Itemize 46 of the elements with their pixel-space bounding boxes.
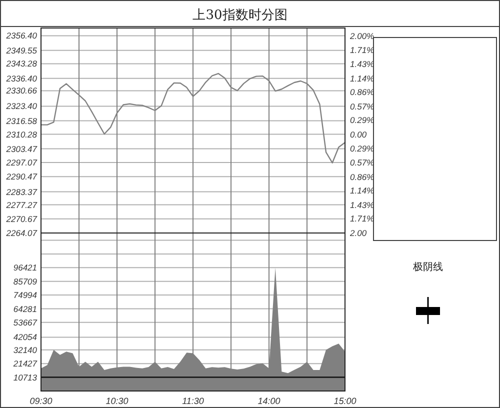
y-tick-label: 2270.67 [5, 214, 38, 224]
y-tick-label: 2303.47 [5, 144, 38, 154]
x-tick-label: 14:00 [258, 396, 280, 406]
y-tick-label: 2264.07 [5, 228, 38, 238]
y-tick-label: 21427 [12, 358, 38, 369]
y-tick-label: 2283.37 [5, 186, 38, 197]
y2-tick-label: 0.86% [350, 172, 375, 182]
y-tick-label: 2349.55 [5, 45, 38, 56]
text: 极阴线 [412, 261, 443, 273]
y-tick-label: 2277.27 [5, 200, 38, 210]
y-tick-label: 74994 [13, 290, 38, 300]
y2-tick-label: 0.86% [350, 87, 375, 98]
y-tick-label: 64281 [13, 304, 38, 314]
y-tick-label: 2316.58 [5, 116, 38, 126]
y-tick-label: 32140 [13, 344, 38, 355]
y-tick-label: 96421 [13, 262, 38, 273]
y2-tick-label: 0.29% [350, 144, 375, 154]
x-tick-label: 10:30 [106, 396, 128, 406]
y-tick-label: 2290.47 [5, 172, 38, 182]
x-tick-label: 09:30 [30, 396, 52, 406]
y2-tick-label: 0.57% [350, 101, 375, 112]
y-tick-label: 53667 [13, 317, 38, 328]
y2-tick-label: 2.00% [349, 30, 375, 41]
y-tick-label: 2356.40 [5, 30, 38, 41]
y-tick-label: 85709 [13, 276, 38, 286]
y2-tick-label: 1.71% [350, 214, 375, 224]
x-tick-label: 11:30 [182, 396, 204, 406]
chart-title: 上30指数时分图 [192, 8, 288, 23]
y-tick-label: 2297.07 [5, 157, 38, 168]
y2-tick-label: 0.29% [350, 115, 375, 126]
y2-tick-label: 1.43% [350, 58, 375, 69]
y-tick-label: 2336.40 [5, 73, 38, 84]
y2-tick-label: 0.57% [350, 158, 375, 168]
y-tick-label: 2310.28 [5, 129, 38, 140]
y-tick-label: 2323.40 [5, 101, 38, 112]
y-tick-label: 42054 [13, 332, 38, 342]
y2-tick-label: 1.43% [350, 200, 375, 210]
y2-tick-label: 1.71% [350, 45, 375, 56]
y2-tick-label: 1.14% [350, 186, 375, 196]
y-tick-label: 10713 [13, 372, 38, 382]
y-tick-label: 2330.66 [5, 86, 38, 96]
x-tick-label: 15:00 [334, 396, 356, 406]
y2-tick-label: 2.00 [349, 228, 367, 238]
y2-tick-label: 1.14% [350, 73, 375, 84]
y-tick-label: 2343.28 [5, 58, 38, 69]
y2-tick-label: 0.00 [350, 129, 367, 140]
